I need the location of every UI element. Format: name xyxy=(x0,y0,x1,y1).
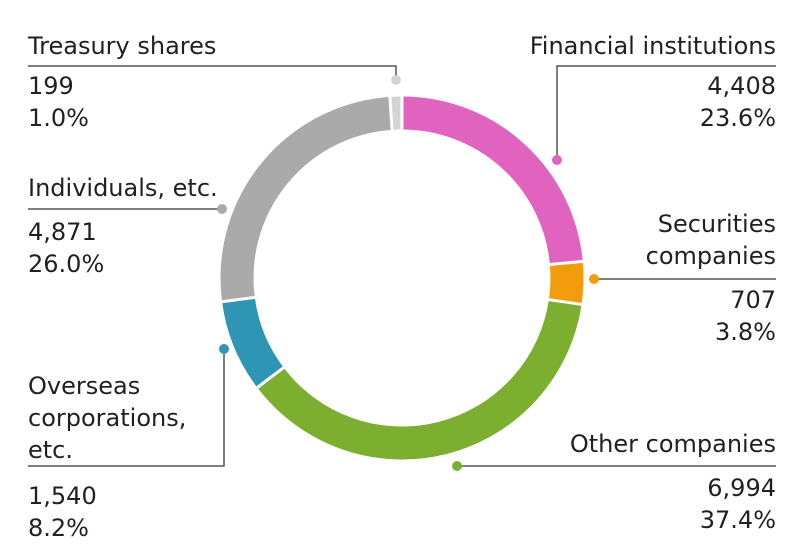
slice-value-overseas-corporations: 1,540 xyxy=(28,482,97,510)
slice-percent-treasury-shares: 1.0% xyxy=(28,104,89,132)
leader-dot-financial-institutions xyxy=(552,155,562,165)
label-securities-companies: Securities companies 707 3.8% xyxy=(576,208,776,348)
slice-label-financial-institutions: Financial institutions xyxy=(529,32,776,60)
slice-individuals xyxy=(220,96,393,302)
label-other-companies: Other companies 6,994 37.4% xyxy=(570,428,776,536)
leader-dot-securities-companies xyxy=(589,274,599,284)
slice-percent-financial-institutions: 23.6% xyxy=(699,104,776,132)
slice-separator xyxy=(547,297,583,307)
slice-value-financial-institutions: 4,408 xyxy=(707,72,776,100)
slice-separator xyxy=(255,365,286,390)
slice-financial-institutions xyxy=(401,96,583,265)
slice-securities-companies xyxy=(548,261,584,305)
donut-slices xyxy=(220,95,584,460)
leader-lines xyxy=(28,65,776,471)
leader-dot-other-companies xyxy=(452,461,462,471)
slice-label-securities-companies: Securities companies xyxy=(645,210,776,270)
slice-separator xyxy=(388,95,394,131)
label-individuals: Individuals, etc. 4,871 26.0% xyxy=(28,172,218,280)
label-overseas-corporations: Overseas corporations, etc. 1,540 8.2% xyxy=(28,370,228,544)
leader-dot-overseas-corporations xyxy=(219,344,229,354)
slice-percent-overseas-corporations: 8.2% xyxy=(28,514,89,542)
leader-dot-treasury-shares xyxy=(391,75,401,85)
slice-separator xyxy=(220,295,256,304)
slice-separator xyxy=(548,259,584,267)
slice-label-other-companies: Other companies xyxy=(569,430,776,458)
leader-line-overseas-corporations xyxy=(28,349,225,467)
slice-overseas-corporations xyxy=(222,296,284,388)
slice-label-treasury-shares: Treasury shares xyxy=(28,32,217,60)
slice-percent-securities-companies: 3.8% xyxy=(715,318,776,346)
slice-percent-other-companies: 37.4% xyxy=(699,506,776,534)
label-treasury-shares: Treasury shares 199 1.0% xyxy=(28,30,216,134)
slice-value-individuals: 4,871 xyxy=(28,218,97,246)
leader-line-financial-institutions xyxy=(556,65,776,160)
slice-value-securities-companies: 707 xyxy=(730,286,776,314)
label-financial-institutions: Financial institutions 4,408 23.6% xyxy=(530,30,776,134)
slice-label-overseas-corporations: Overseas corporations, etc. xyxy=(28,372,187,464)
slice-label-individuals: Individuals, etc. xyxy=(28,174,218,202)
leader-dot-individuals xyxy=(217,204,227,214)
slice-other-companies xyxy=(257,299,582,460)
slice-value-other-companies: 6,994 xyxy=(707,474,776,502)
slice-value-treasury-shares: 199 xyxy=(28,72,74,100)
slice-percent-individuals: 26.0% xyxy=(28,250,105,278)
